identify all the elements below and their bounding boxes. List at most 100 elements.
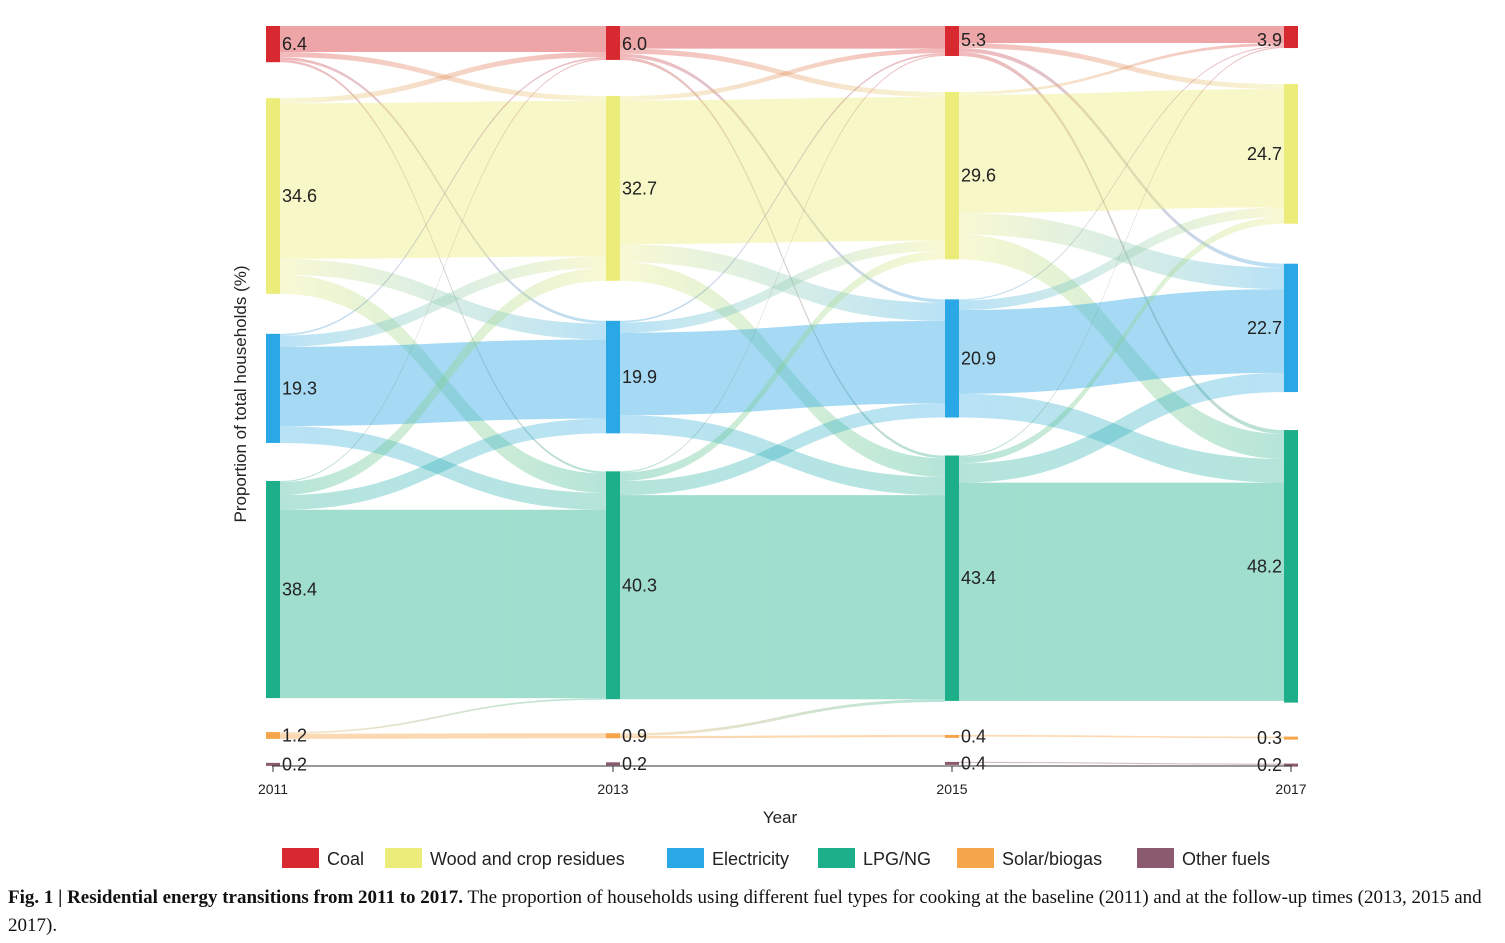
flow-2015-electricity-to-coal	[959, 45, 1284, 301]
value-label-2011-coal: 6.4	[282, 34, 307, 54]
node-2017-lpg-ng	[1284, 430, 1298, 703]
flow-2015-lpg-ng-to-coal	[959, 46, 1284, 457]
flow-2013-electricity-to-coal	[620, 53, 945, 323]
node-2011-electricity	[266, 333, 280, 443]
node-2013-other-fuels	[606, 762, 620, 766]
legend-label-solar-biogas: Solar/biogas	[1002, 849, 1102, 869]
flow-2011-electricity-to-coal	[280, 57, 606, 336]
legend-label-wood-and-crop-residues: Wood and crop residues	[430, 849, 625, 869]
value-label-2011-other-fuels: 0.2	[282, 754, 307, 774]
x-tick-label-2017: 2017	[1275, 781, 1306, 797]
node-2011-other-fuels	[266, 762, 280, 766]
value-label-2017-solar-biogas: 0.3	[1257, 728, 1282, 748]
legend-label-electricity: Electricity	[712, 849, 789, 869]
flow-2011-solar-biogas-to-solar-biogas	[280, 733, 606, 739]
flow-2011-solar-biogas-to-lpg-ng	[280, 698, 606, 734]
flow-2013-electricity-to-wood-and-crop-residues	[620, 240, 945, 333]
node-2011-wood-and-crop-residues	[266, 98, 280, 294]
node-bars	[266, 26, 1298, 767]
node-2011-lpg-ng	[266, 480, 280, 699]
node-2015-coal	[945, 26, 959, 56]
node-2017-coal	[1284, 26, 1298, 49]
flow-2015-wood-and-crop-residues-to-electricity	[959, 212, 1284, 290]
value-label-2011-solar-biogas: 1.2	[282, 725, 307, 745]
value-label-2013-solar-biogas: 0.9	[622, 726, 647, 746]
flow-2011-wood-and-crop-residues-to-coal	[280, 52, 606, 104]
value-label-2015-coal: 5.3	[961, 30, 986, 50]
value-label-2017-coal: 3.9	[1257, 30, 1282, 50]
flow-2011-wood-and-crop-residues-to-wood-and-crop-residues	[280, 101, 606, 259]
node-2013-lpg-ng	[606, 471, 620, 700]
value-label-2017-lpg-ng: 48.2	[1247, 556, 1282, 576]
value-label-2013-coal: 6.0	[622, 34, 647, 54]
flow-2015-solar-biogas-to-solar-biogas	[959, 734, 1284, 739]
node-2013-solar-biogas	[606, 733, 620, 739]
node-2011-coal	[266, 26, 280, 63]
flow-2015-electricity-to-wood-and-crop-residues	[959, 207, 1284, 311]
flow-links	[280, 26, 1284, 765]
flow-2013-lpg-ng-to-wood-and-crop-residues	[620, 250, 945, 481]
flow-2013-wood-and-crop-residues-to-coal	[620, 48, 945, 101]
sankey-chart: 6.4 34.6 19.3 38.4 1.2 0.2 6.0 32.7 19.9 40.3 0.9 0…	[231, 26, 1307, 869]
legend-swatch-coal	[282, 848, 319, 868]
flow-2013-coal-to-coal	[620, 26, 945, 49]
flow-2011-lpg-ng-to-electricity	[280, 418, 606, 510]
legend-swatch-solar-biogas	[957, 848, 994, 868]
flow-2015-other-fuels-to-other-fuels	[959, 761, 1284, 765]
flow-2011-electricity-to-wood-and-crop-residues	[280, 256, 606, 347]
caption-text: The proportion of households using diffe…	[8, 887, 1482, 936]
flow-2011-lpg-ng-to-wood-and-crop-residues	[280, 267, 606, 496]
y-axis-title: Proportion of total households (%)	[231, 265, 250, 522]
value-label-2015-electricity: 20.9	[961, 348, 996, 368]
value-label-2017-wood-and-crop-residues: 24.7	[1247, 144, 1282, 164]
legend-label-other-fuels: Other fuels	[1182, 849, 1270, 869]
value-label-2017-other-fuels: 0.2	[1257, 755, 1282, 775]
flow-2013-lpg-ng-to-coal	[620, 54, 945, 473]
legend-swatch-wood-and-crop-residues	[385, 848, 422, 868]
legend-label-lpg-ng: LPG/NG	[863, 849, 931, 869]
x-tick-label-2011: 2011	[258, 781, 288, 797]
flow-2013-coal-to-lpg-ng	[620, 57, 945, 459]
flow-2013-lpg-ng-to-lpg-ng	[620, 495, 945, 700]
value-label-2015-solar-biogas: 0.4	[961, 726, 986, 746]
flow-2011-coal-to-coal	[280, 26, 606, 53]
value-label-2011-lpg-ng: 38.4	[282, 580, 317, 600]
flow-2015-wood-and-crop-residues-to-coal	[959, 42, 1284, 95]
flow-2013-wood-and-crop-residues-to-wood-and-crop-residues	[620, 97, 945, 245]
caption-bold-title: Fig. 1 | Residential energy transitions …	[8, 887, 464, 908]
node-2017-electricity	[1284, 263, 1298, 393]
legend-label-coal: Coal	[327, 849, 364, 869]
legend-swatch-lpg-ng	[818, 848, 855, 868]
flow-2015-lpg-ng-to-lpg-ng	[959, 482, 1284, 701]
value-label-2017-electricity: 22.7	[1247, 318, 1282, 338]
x-axis: 2011 2013 2015 2017	[258, 765, 1307, 797]
x-tick-label-2015: 2015	[936, 781, 967, 797]
flow-2015-coal-to-coal	[959, 26, 1284, 43]
node-2015-other-fuels	[945, 761, 959, 765]
node-2015-lpg-ng	[945, 455, 959, 701]
node-2013-wood-and-crop-residues	[606, 95, 620, 281]
flow-2013-solar-biogas-to-solar-biogas	[620, 734, 945, 739]
node-2013-electricity	[606, 320, 620, 434]
x-tick-label-2013: 2013	[597, 781, 628, 797]
value-label-2011-wood-and-crop-residues: 34.6	[282, 186, 317, 206]
flow-2015-wood-and-crop-residues-to-wood-and-crop-residues	[959, 89, 1284, 213]
legend-swatch-other-fuels	[1137, 848, 1174, 868]
flow-2015-lpg-ng-to-wood-and-crop-residues	[959, 216, 1284, 464]
legend: Coal Wood and crop residues Electricity LPG…	[282, 848, 1270, 869]
flow-2013-solar-biogas-to-lpg-ng	[620, 699, 945, 737]
node-2015-wood-and-crop-residues	[945, 91, 959, 260]
flow-2011-lpg-ng-to-lpg-ng	[280, 509, 606, 699]
legend-swatch-electricity	[667, 848, 704, 868]
x-axis-title: Year	[763, 808, 798, 827]
value-label-2015-other-fuels: 0.4	[961, 753, 986, 773]
flow-2011-lpg-ng-to-coal	[280, 58, 606, 483]
value-label-2013-other-fuels: 0.2	[622, 754, 647, 774]
value-label-2013-lpg-ng: 40.3	[622, 575, 657, 595]
node-2017-solar-biogas	[1284, 736, 1298, 740]
flow-2015-electricity-to-lpg-ng	[959, 393, 1284, 483]
node-2011-solar-biogas	[266, 732, 280, 739]
value-label-2015-lpg-ng: 43.4	[961, 568, 996, 588]
node-2015-solar-biogas	[945, 734, 959, 738]
value-label-2015-wood-and-crop-residues: 29.6	[961, 166, 996, 186]
